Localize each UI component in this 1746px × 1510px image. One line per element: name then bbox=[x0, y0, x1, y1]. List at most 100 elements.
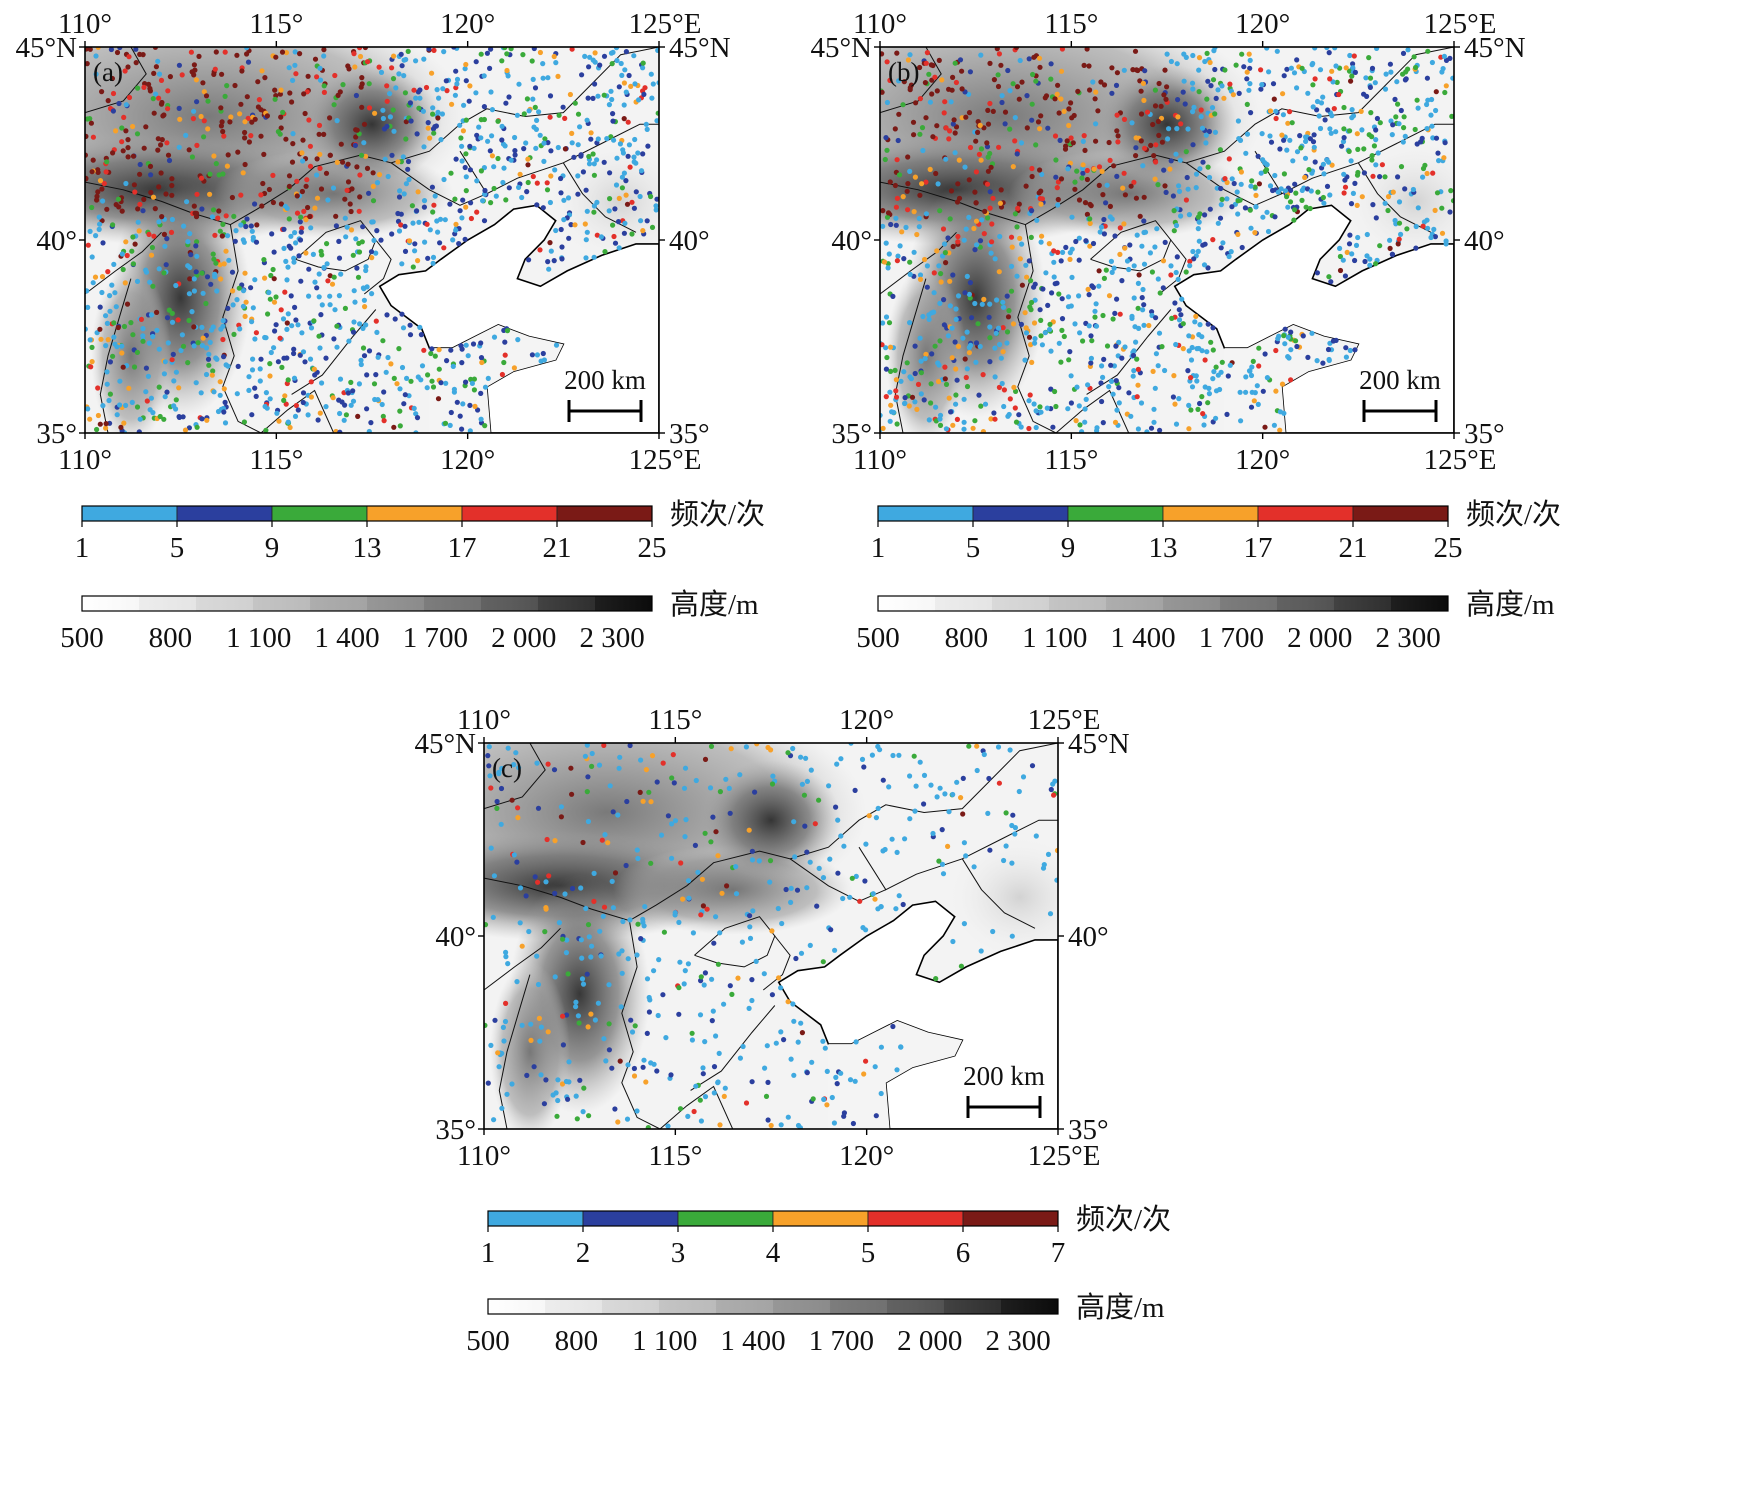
station-dot bbox=[110, 90, 117, 97]
station-dot bbox=[682, 765, 689, 771]
station-dot bbox=[936, 57, 942, 64]
station-dot bbox=[615, 219, 622, 225]
station-dot bbox=[708, 839, 714, 845]
station-dot bbox=[1224, 196, 1230, 202]
elevation-colorbar-frame bbox=[81, 595, 653, 612]
station-dot bbox=[501, 359, 507, 366]
station-dot bbox=[1190, 142, 1196, 148]
elevation-colorbar-tick-label: 2 000 bbox=[897, 1325, 962, 1357]
station-dot bbox=[1107, 214, 1113, 220]
station-dot bbox=[698, 1118, 705, 1124]
station-dot bbox=[295, 407, 301, 413]
station-dot bbox=[358, 361, 364, 368]
station-dot bbox=[100, 198, 106, 204]
station-dot bbox=[1247, 65, 1253, 71]
frequency-colorbar-segment bbox=[556, 505, 653, 522]
station-dot bbox=[136, 429, 142, 433]
station-dot bbox=[99, 289, 105, 296]
station-dot bbox=[1111, 163, 1117, 169]
station-dot bbox=[994, 47, 1000, 52]
station-dot bbox=[653, 207, 659, 213]
station-dot bbox=[989, 221, 995, 227]
station-dot bbox=[1079, 429, 1085, 433]
elevation-colorbar-tick-label: 500 bbox=[856, 622, 900, 654]
station-dot bbox=[866, 813, 872, 819]
station-dot bbox=[310, 251, 316, 257]
station-dot bbox=[955, 293, 962, 299]
station-dot bbox=[194, 99, 200, 105]
station-dot bbox=[221, 354, 227, 360]
station-dot bbox=[219, 119, 225, 125]
station-dot bbox=[399, 311, 405, 317]
station-dot bbox=[431, 47, 437, 54]
station-dot bbox=[1389, 252, 1396, 258]
station-dot bbox=[1028, 278, 1034, 284]
station-dot bbox=[375, 354, 381, 360]
station-dot bbox=[435, 109, 441, 115]
station-dot bbox=[1329, 113, 1335, 119]
station-dot bbox=[1314, 358, 1320, 364]
station-dot bbox=[1119, 355, 1125, 361]
station-dot bbox=[1029, 117, 1035, 123]
station-dot bbox=[272, 87, 278, 93]
station-dot bbox=[1312, 76, 1318, 82]
station-dot bbox=[531, 1064, 537, 1070]
station-dot bbox=[462, 164, 468, 171]
station-dot bbox=[1155, 276, 1161, 282]
station-dot bbox=[419, 363, 426, 369]
lon-label-top: 125°E bbox=[1028, 704, 1101, 736]
station-dot bbox=[995, 83, 1002, 90]
station-dot bbox=[1294, 57, 1300, 63]
station-dot bbox=[1436, 158, 1442, 164]
station-dot bbox=[1092, 308, 1098, 314]
station-dot bbox=[87, 337, 93, 343]
station-dot bbox=[1274, 48, 1280, 54]
station-dot bbox=[399, 364, 406, 371]
station-dot bbox=[151, 70, 157, 76]
station-dot bbox=[642, 85, 648, 91]
station-dot bbox=[478, 390, 484, 396]
station-dot bbox=[207, 171, 213, 177]
station-dot bbox=[584, 971, 590, 977]
station-dot bbox=[1019, 79, 1025, 85]
station-dot bbox=[721, 1093, 727, 1099]
station-dot bbox=[733, 864, 739, 870]
station-dot bbox=[1347, 52, 1353, 59]
station-dot bbox=[655, 110, 659, 116]
station-dot bbox=[154, 309, 160, 315]
station-dot bbox=[963, 114, 969, 120]
station-dot bbox=[933, 404, 939, 410]
station-dot bbox=[1076, 257, 1082, 263]
station-dot bbox=[509, 1081, 515, 1087]
station-dot bbox=[1441, 53, 1447, 60]
station-dot bbox=[271, 276, 277, 282]
station-dot bbox=[1001, 857, 1007, 864]
station-dot bbox=[586, 1113, 592, 1119]
station-dot bbox=[526, 257, 532, 263]
station-dot bbox=[337, 429, 343, 433]
station-dot bbox=[478, 51, 484, 57]
frequency-colorbar-segment bbox=[877, 505, 974, 522]
station-dot bbox=[1014, 151, 1020, 157]
station-dot bbox=[1093, 301, 1099, 307]
station-dot bbox=[1057, 137, 1063, 143]
station-dot bbox=[397, 408, 403, 414]
station-dot bbox=[369, 255, 375, 261]
station-dot bbox=[267, 373, 273, 379]
station-dot bbox=[355, 274, 362, 280]
station-dot bbox=[150, 283, 156, 289]
station-dot bbox=[963, 374, 969, 381]
station-dot bbox=[1367, 262, 1373, 268]
station-dot bbox=[1000, 304, 1007, 310]
station-dot bbox=[820, 875, 827, 881]
station-dot bbox=[700, 1071, 706, 1077]
station-dot bbox=[966, 110, 973, 116]
station-dot bbox=[1431, 226, 1437, 232]
station-dot bbox=[231, 331, 237, 337]
station-dot bbox=[298, 214, 304, 220]
station-dot bbox=[912, 174, 919, 180]
station-dot bbox=[285, 311, 291, 317]
station-dot bbox=[807, 859, 813, 865]
elevation-colorbar-frame bbox=[487, 1298, 1059, 1315]
station-dot bbox=[610, 222, 616, 228]
